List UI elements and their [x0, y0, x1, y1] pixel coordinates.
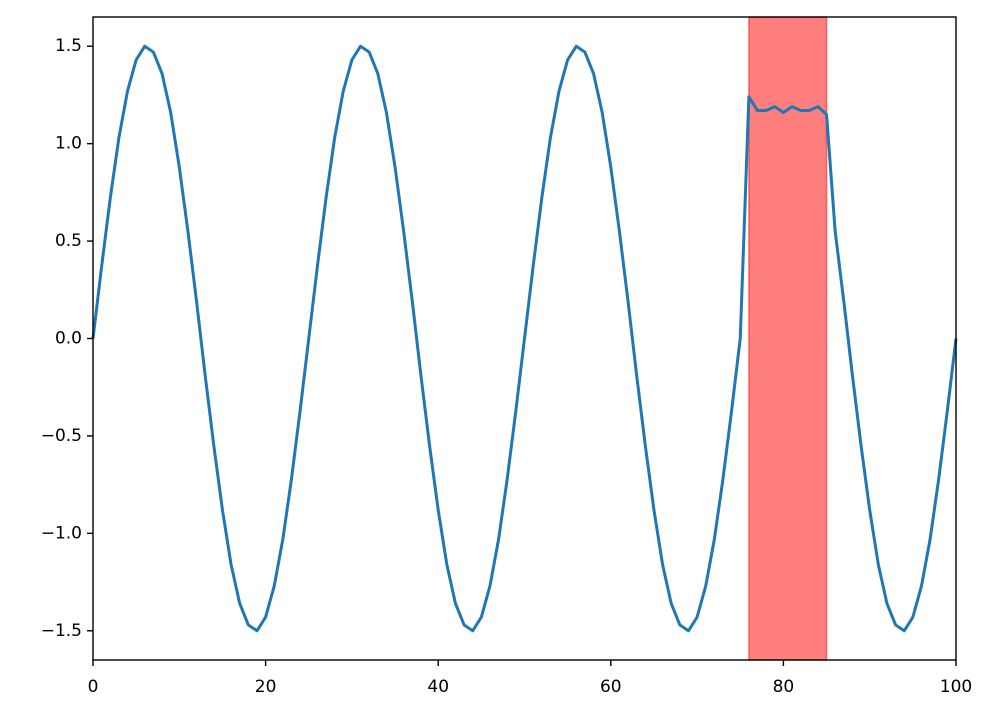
- y-tick-label: −0.5: [41, 426, 82, 446]
- x-tick-label: 100: [940, 677, 972, 697]
- x-tick-label: 80: [773, 677, 795, 697]
- x-tick-label: 40: [427, 677, 449, 697]
- y-tick-label: 0.5: [55, 231, 82, 251]
- y-tick-label: −1.5: [41, 621, 82, 641]
- y-tick-label: 1.5: [55, 36, 82, 56]
- y-tick-label: 0.0: [55, 329, 82, 349]
- x-tick-label: 20: [255, 677, 277, 697]
- x-tick-label: 0: [88, 677, 99, 697]
- line-series: [91, 44, 958, 633]
- highlight-span: [748, 16, 828, 661]
- x-tick-label: 60: [600, 677, 622, 697]
- y-tick-label: −1.0: [41, 523, 82, 543]
- y-tick-label: 1.0: [55, 134, 82, 154]
